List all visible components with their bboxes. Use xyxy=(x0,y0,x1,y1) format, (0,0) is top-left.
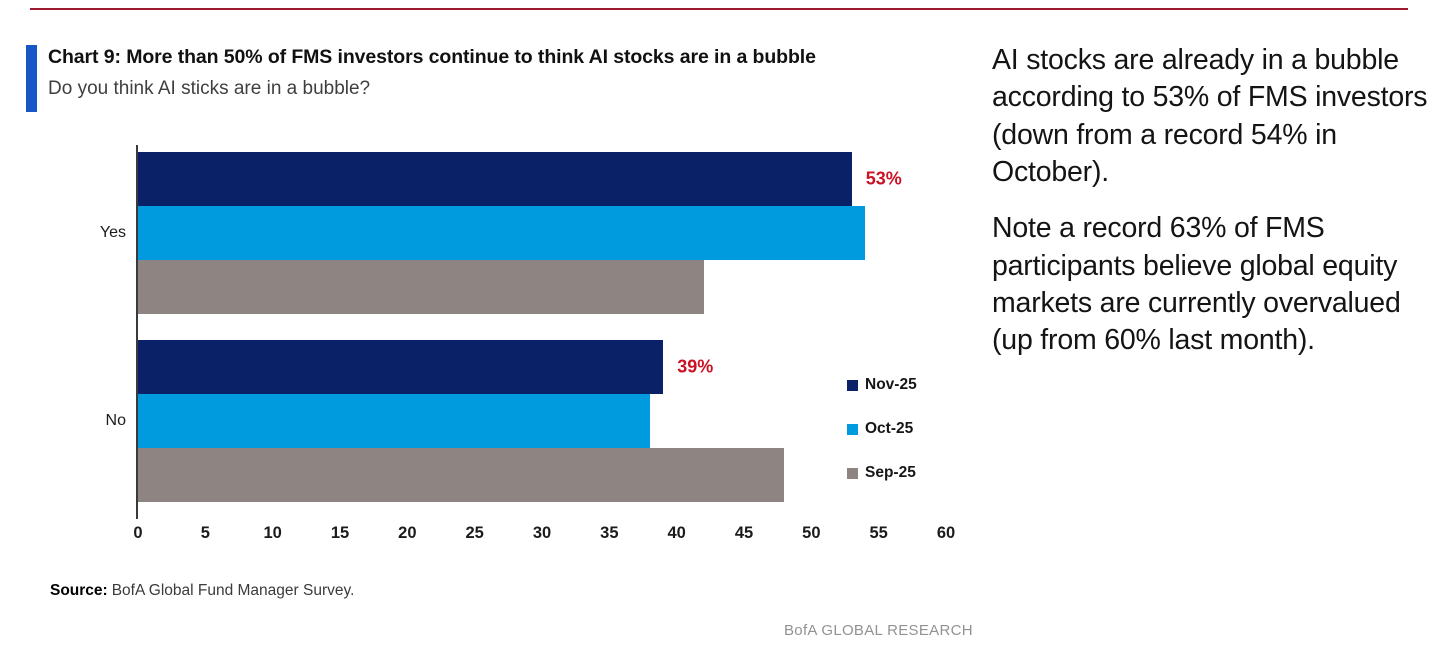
source-label: Source: xyxy=(50,582,108,599)
legend-label-sep-25: Sep-25 xyxy=(865,464,916,481)
chart-subtitle: Do you think AI sticks are in a bubble? xyxy=(48,78,371,99)
bar-no-sep-25 xyxy=(138,448,785,502)
source-text: BofA Global Fund Manager Survey. xyxy=(111,582,355,599)
legend-label-oct-25: Oct-25 xyxy=(865,420,914,437)
data-label-no: 39% xyxy=(677,356,714,377)
x-tick-20: 20 xyxy=(398,524,417,542)
y-axis-line xyxy=(136,145,138,519)
legend-swatch-oct-25 xyxy=(847,423,858,435)
bar-yes-oct-25 xyxy=(138,206,866,260)
bar-yes-nov-25 xyxy=(138,152,852,206)
research-footer: BofA GLOBAL RESEARCH xyxy=(784,622,973,639)
title-accent-bar xyxy=(26,45,37,112)
x-tick-55: 55 xyxy=(869,524,888,542)
x-tick-15: 15 xyxy=(330,524,350,542)
commentary-paragraph: AI stocks are already in a bubble accord… xyxy=(992,44,1428,188)
bar-yes-sep-25 xyxy=(138,260,704,314)
top-rule xyxy=(30,8,1408,10)
category-label-yes: Yes xyxy=(99,224,126,241)
x-tick-0: 0 xyxy=(133,524,143,542)
x-tick-35: 35 xyxy=(600,524,619,542)
x-tick-10: 10 xyxy=(263,524,282,542)
legend-swatch-nov-25 xyxy=(847,379,858,391)
chart-title: Chart 9: More than 50% of FMS investors … xyxy=(48,46,816,68)
legend-item-oct-25: Oct-25 xyxy=(847,420,913,438)
bar-no-nov-25 xyxy=(138,340,664,394)
x-tick-30: 30 xyxy=(532,524,552,542)
data-label-yes: 53% xyxy=(865,168,902,189)
x-tick-25: 25 xyxy=(465,524,484,542)
x-tick-50: 50 xyxy=(802,524,821,542)
legend-label-nov-25: Nov-25 xyxy=(865,376,917,393)
x-tick-45: 45 xyxy=(734,524,754,542)
category-label-no: No xyxy=(105,412,126,429)
legend-item-sep-25: Sep-25 xyxy=(847,464,916,482)
x-tick-5: 5 xyxy=(200,524,210,542)
commentary-panel: AI stocks are already in a bubble accord… xyxy=(992,42,1437,379)
legend-item-nov-25: Nov-25 xyxy=(847,376,917,394)
commentary-paragraph: Note a record 63% of FMS participants be… xyxy=(992,212,1401,357)
legend-swatch-sep-25 xyxy=(847,467,858,479)
source-line: Source: BofA Global Fund Manager Survey. xyxy=(50,582,354,600)
bar-no-oct-25 xyxy=(138,394,650,448)
x-tick-40: 40 xyxy=(667,524,686,542)
x-tick-60: 60 xyxy=(936,524,956,542)
